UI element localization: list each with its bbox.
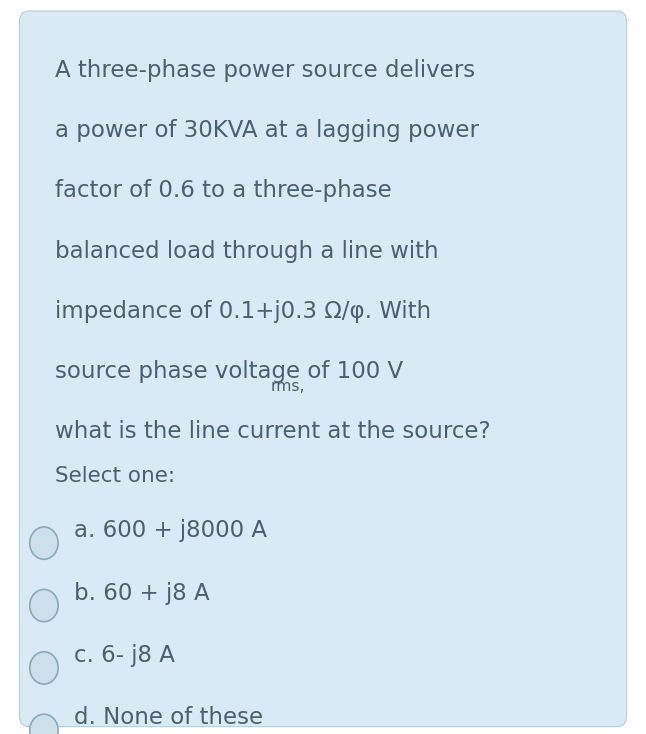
Text: a power of 30KVA at a lagging power: a power of 30KVA at a lagging power	[55, 119, 479, 142]
Circle shape	[30, 589, 58, 622]
Text: b. 60 + j8 A: b. 60 + j8 A	[74, 581, 210, 605]
Text: d. None of these: d. None of these	[74, 706, 264, 730]
Circle shape	[30, 652, 58, 684]
Circle shape	[30, 714, 58, 734]
Circle shape	[30, 527, 58, 559]
Text: a. 600 + j8000 A: a. 600 + j8000 A	[74, 519, 267, 542]
FancyBboxPatch shape	[19, 11, 627, 727]
Text: c. 6- j8 A: c. 6- j8 A	[74, 644, 175, 667]
Text: factor of 0.6 to a three-phase: factor of 0.6 to a three-phase	[55, 179, 391, 203]
Text: A three-phase power source delivers: A three-phase power source delivers	[55, 59, 475, 82]
Text: what is the line current at the source?: what is the line current at the source?	[55, 420, 490, 443]
Text: balanced load through a line with: balanced load through a line with	[55, 239, 439, 263]
Text: source phase voltage of 100 V: source phase voltage of 100 V	[55, 360, 403, 383]
Text: impedance of 0.1+j0.3 Ω/φ. With: impedance of 0.1+j0.3 Ω/φ. With	[55, 299, 431, 323]
Text: Select one:: Select one:	[55, 466, 175, 486]
Text: rms,: rms,	[271, 379, 305, 394]
